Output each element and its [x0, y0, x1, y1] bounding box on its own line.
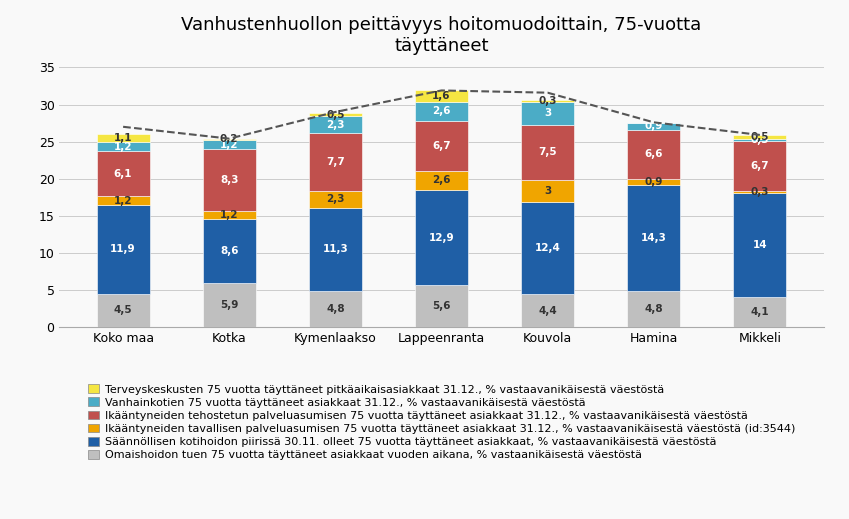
Text: 0,9: 0,9: [644, 121, 663, 131]
Text: 12,9: 12,9: [429, 233, 454, 242]
Text: 6,6: 6,6: [644, 149, 663, 159]
Bar: [203, 149, 256, 211]
Text: 7,5: 7,5: [538, 147, 557, 157]
Text: 12,4: 12,4: [535, 243, 560, 253]
Text: 8,3: 8,3: [220, 175, 239, 185]
Bar: [309, 291, 362, 327]
Text: 2,6: 2,6: [432, 175, 451, 185]
Bar: [521, 294, 574, 327]
Text: 6,7: 6,7: [432, 141, 451, 151]
Text: 4,5: 4,5: [114, 305, 132, 315]
Text: 2,3: 2,3: [326, 120, 345, 130]
Bar: [309, 113, 362, 116]
Bar: [415, 121, 468, 171]
Bar: [203, 220, 256, 283]
Text: 4,4: 4,4: [538, 306, 557, 316]
Text: 0,5: 0,5: [326, 110, 345, 119]
Bar: [734, 139, 786, 141]
Bar: [97, 142, 149, 151]
Text: 14,3: 14,3: [641, 234, 666, 243]
Text: 1,2: 1,2: [220, 140, 239, 149]
Bar: [734, 296, 786, 327]
Title: Vanhustenhuollon peittävyys hoitomuodoittain, 75-vuotta
täyttäneet: Vanhustenhuollon peittävyys hoitomuodoit…: [182, 16, 701, 55]
Text: 11,9: 11,9: [110, 244, 136, 254]
Text: 0,2: 0,2: [220, 134, 239, 144]
Text: 5,9: 5,9: [220, 300, 239, 310]
Text: 1,1: 1,1: [114, 133, 132, 143]
Text: 6,7: 6,7: [751, 161, 769, 171]
Bar: [97, 134, 149, 142]
Bar: [97, 197, 149, 206]
Bar: [415, 171, 468, 190]
Bar: [521, 202, 574, 294]
Bar: [627, 185, 680, 291]
Bar: [309, 208, 362, 291]
Text: 2,6: 2,6: [432, 106, 451, 116]
Text: 0,9: 0,9: [644, 177, 663, 187]
Bar: [521, 125, 574, 180]
Text: 4,8: 4,8: [644, 304, 663, 314]
Bar: [415, 190, 468, 285]
Bar: [415, 102, 468, 121]
Bar: [627, 123, 680, 130]
Text: 1,6: 1,6: [432, 91, 451, 101]
Bar: [734, 193, 786, 296]
Bar: [415, 90, 468, 102]
Text: 8,6: 8,6: [220, 247, 239, 256]
Bar: [415, 285, 468, 327]
Bar: [97, 294, 149, 327]
Bar: [521, 180, 574, 202]
Text: 4,8: 4,8: [326, 304, 345, 314]
Text: 0,5: 0,5: [751, 132, 769, 142]
Text: 3: 3: [544, 186, 551, 196]
Text: 0,3: 0,3: [538, 96, 557, 106]
Bar: [627, 179, 680, 185]
Bar: [309, 190, 362, 208]
Bar: [203, 211, 256, 220]
Legend: Terveyskeskusten 75 vuotta täyttäneet pitkäaikaisasiakkaat 31.12., % vastaavanik: Terveyskeskusten 75 vuotta täyttäneet pi…: [88, 385, 795, 460]
Bar: [521, 100, 574, 102]
Bar: [627, 130, 680, 179]
Bar: [203, 283, 256, 327]
Bar: [203, 139, 256, 140]
Bar: [521, 102, 574, 125]
Bar: [734, 141, 786, 190]
Text: 1,2: 1,2: [114, 142, 132, 152]
Text: 1,2: 1,2: [114, 196, 132, 206]
Bar: [734, 135, 786, 139]
Text: 0,3: 0,3: [751, 187, 769, 197]
Text: 14: 14: [752, 240, 767, 250]
Bar: [309, 116, 362, 133]
Bar: [627, 291, 680, 327]
Text: 0,3: 0,3: [751, 135, 769, 145]
Text: 4,1: 4,1: [751, 307, 769, 317]
Bar: [97, 206, 149, 294]
Text: 3: 3: [544, 108, 551, 118]
Text: 2,3: 2,3: [326, 194, 345, 204]
Text: 1,2: 1,2: [220, 210, 239, 220]
Text: 7,7: 7,7: [326, 157, 345, 167]
Text: 11,3: 11,3: [323, 244, 348, 254]
Text: 6,1: 6,1: [114, 169, 132, 179]
Bar: [203, 140, 256, 149]
Bar: [309, 133, 362, 190]
Bar: [97, 151, 149, 197]
Bar: [734, 190, 786, 193]
Text: 5,6: 5,6: [432, 301, 451, 311]
